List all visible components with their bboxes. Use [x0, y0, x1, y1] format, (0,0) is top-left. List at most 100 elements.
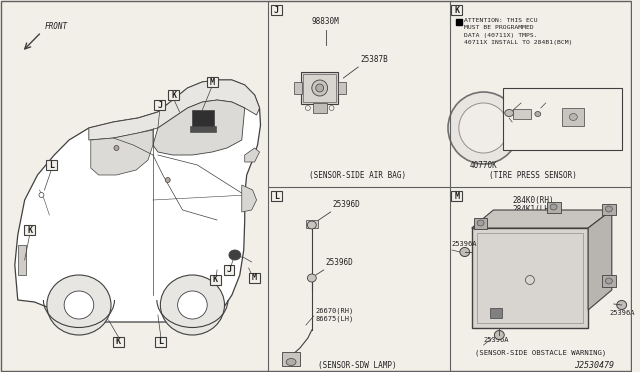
Bar: [18, 245, 26, 275]
Polygon shape: [91, 130, 153, 175]
Bar: [223, 265, 234, 275]
Text: (SENSOR-SIDE AIR BAG): (SENSOR-SIDE AIR BAG): [308, 171, 406, 180]
Text: 284K1(LH): 284K1(LH): [512, 205, 554, 214]
Bar: [282, 352, 300, 366]
Text: L: L: [158, 337, 163, 346]
Bar: [503, 88, 621, 150]
Text: FRONT: FRONT: [44, 22, 68, 31]
Bar: [313, 103, 326, 113]
Bar: [207, 77, 218, 87]
Ellipse shape: [178, 291, 207, 319]
Ellipse shape: [161, 275, 225, 335]
Ellipse shape: [64, 291, 93, 319]
Bar: [46, 160, 57, 170]
Bar: [474, 218, 488, 229]
Bar: [113, 337, 124, 347]
Polygon shape: [244, 148, 260, 162]
Polygon shape: [472, 210, 612, 228]
Text: (SENSOR-SIDE OBSTACLE WARNING): (SENSOR-SIDE OBSTACLE WARNING): [475, 350, 606, 356]
Bar: [472, 228, 588, 328]
Bar: [271, 5, 282, 15]
Ellipse shape: [605, 206, 612, 212]
Text: J: J: [274, 6, 279, 15]
Bar: [193, 110, 214, 128]
Bar: [339, 82, 346, 94]
Text: ATTENTION: THIS ECU
MUST BE PROGRAMMED
DATA (40711X) TMPS.
40711X INSTALL TO 284: ATTENTION: THIS ECU MUST BE PROGRAMMED D…: [464, 18, 572, 45]
Ellipse shape: [47, 275, 111, 335]
Bar: [306, 220, 317, 228]
Text: L: L: [49, 160, 54, 170]
Text: 98830M: 98830M: [312, 17, 339, 26]
Text: J2530479: J2530479: [574, 361, 614, 370]
Text: 40704: 40704: [513, 119, 533, 125]
Text: (TIRE PRESS SENSOR): (TIRE PRESS SENSOR): [489, 171, 577, 180]
Polygon shape: [15, 80, 260, 322]
Ellipse shape: [286, 359, 296, 366]
Bar: [451, 5, 462, 15]
Text: 25396A: 25396A: [610, 310, 636, 316]
Ellipse shape: [165, 177, 170, 183]
Ellipse shape: [605, 278, 612, 284]
Text: 25387B: 25387B: [360, 55, 388, 64]
Ellipse shape: [312, 80, 328, 96]
Bar: [602, 204, 616, 215]
Ellipse shape: [535, 112, 541, 116]
Ellipse shape: [307, 221, 316, 229]
Ellipse shape: [229, 250, 241, 260]
Text: 25396A: 25396A: [452, 241, 477, 247]
Text: 40703: 40703: [523, 93, 543, 99]
Ellipse shape: [316, 84, 324, 92]
Bar: [156, 337, 166, 347]
Text: 25396D: 25396D: [326, 258, 353, 267]
Polygon shape: [89, 80, 260, 140]
Text: 40770K: 40770K: [470, 161, 497, 170]
Bar: [602, 275, 616, 287]
Text: K: K: [116, 337, 121, 346]
Polygon shape: [588, 210, 612, 310]
Ellipse shape: [477, 220, 484, 226]
Bar: [301, 72, 339, 104]
Ellipse shape: [494, 330, 504, 340]
Bar: [477, 233, 583, 323]
Ellipse shape: [460, 247, 470, 257]
Text: 25396D: 25396D: [333, 200, 360, 209]
Bar: [303, 74, 337, 102]
Text: 40770KA: 40770KA: [548, 93, 575, 99]
Bar: [563, 108, 584, 126]
Text: M: M: [454, 192, 460, 201]
Ellipse shape: [550, 204, 557, 210]
Bar: [271, 191, 282, 201]
Ellipse shape: [307, 274, 316, 282]
Text: L: L: [274, 192, 279, 201]
Text: K: K: [212, 276, 218, 285]
Bar: [154, 100, 165, 110]
Bar: [451, 191, 462, 201]
Text: 86675(LH): 86675(LH): [316, 316, 354, 323]
Ellipse shape: [505, 109, 514, 116]
Text: K: K: [454, 6, 460, 15]
Ellipse shape: [570, 113, 577, 121]
Text: K: K: [171, 90, 176, 99]
Text: M: M: [252, 273, 257, 282]
Bar: [490, 308, 502, 318]
Polygon shape: [153, 100, 244, 155]
Text: 284K0(RH): 284K0(RH): [512, 196, 554, 205]
Ellipse shape: [448, 92, 519, 164]
Bar: [547, 202, 561, 213]
Ellipse shape: [459, 103, 508, 153]
Text: 26670(RH): 26670(RH): [316, 307, 354, 314]
Text: 25396A: 25396A: [484, 337, 509, 343]
Text: J: J: [227, 266, 232, 275]
Ellipse shape: [39, 192, 44, 198]
Text: J: J: [157, 100, 163, 109]
Polygon shape: [242, 185, 257, 212]
Bar: [249, 273, 260, 283]
Text: K: K: [27, 225, 32, 234]
Text: (SENSOR-SDW LAMP): (SENSOR-SDW LAMP): [318, 361, 397, 370]
Bar: [210, 275, 221, 285]
Ellipse shape: [114, 145, 119, 151]
Bar: [191, 126, 216, 132]
Text: M: M: [210, 77, 214, 87]
Bar: [168, 90, 179, 100]
Bar: [513, 109, 531, 119]
